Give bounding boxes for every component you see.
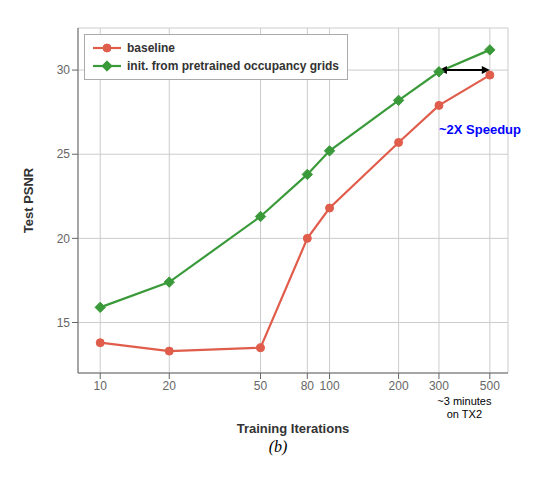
svg-text:Training Iterations: Training Iterations [237,421,350,436]
html-text:init. from pretrained occupanc: init. from pretrained occupancy grids [127,59,339,73]
svg-text:15: 15 [57,316,71,330]
svg-text:200: 200 [389,379,409,393]
svg-text:10: 10 [94,379,108,393]
svg-text:500: 500 [480,379,500,393]
svg-text:80: 80 [301,379,315,393]
svg-text:20: 20 [57,232,71,246]
svg-text:300: 300 [429,379,449,393]
svg-text:50: 50 [254,379,268,393]
svg-text:~2X Speedup: ~2X Speedup [439,122,521,137]
svg-text:25: 25 [57,147,71,161]
svg-text:30: 30 [57,63,71,77]
svg-text:Test PSNR: Test PSNR [21,167,36,233]
html-text:(b): (b) [268,438,288,455]
svg-text:~3 minuteson TX2: ~3 minuteson TX2 [437,395,492,420]
svg-text:20: 20 [163,379,177,393]
html-text:baseline: baseline [127,41,175,55]
svg-text:100: 100 [320,379,340,393]
